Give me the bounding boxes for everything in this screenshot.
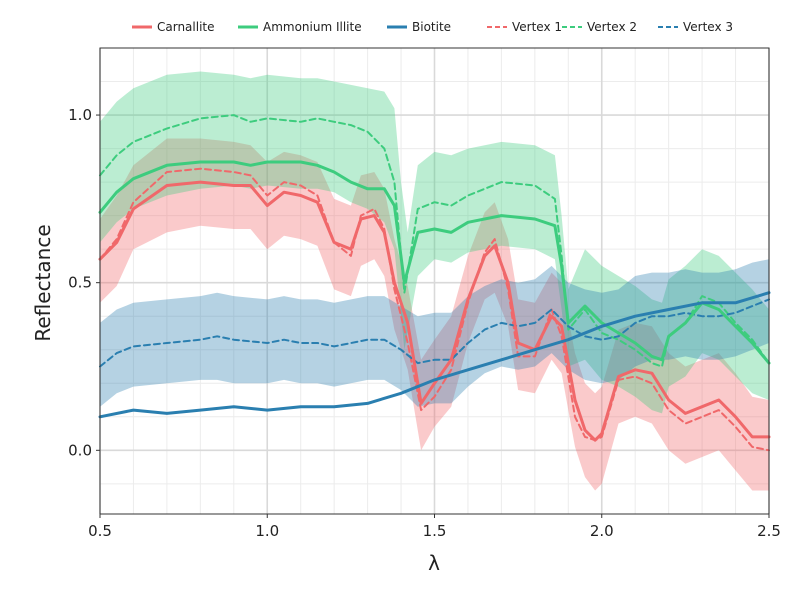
x-tick-label: 2.0	[590, 522, 614, 540]
band-biotite	[100, 259, 769, 407]
series-line-vertex-3	[99, 298, 770, 368]
x-tick-label: 1.0	[255, 522, 279, 540]
legend-label: Vertex 1	[512, 20, 562, 34]
band-carnallite	[100, 138, 769, 491]
y-axis-ticks: 0.0 0.5 1.0	[68, 106, 100, 459]
x-tick-label: 1.5	[423, 522, 447, 540]
series-line-carnallite	[98, 180, 771, 442]
y-tick-label: 0.5	[68, 274, 92, 292]
legend-label: Vertex 2	[587, 20, 637, 34]
series-line-ammonium-illite	[98, 160, 771, 365]
legend-label: Biotite	[412, 20, 451, 34]
y-tick-label: 1.0	[68, 106, 92, 124]
series-lines	[98, 114, 771, 452]
x-axis-ticks: 0.5 1.0 1.5 2.0 2.5	[88, 514, 781, 540]
y-tick-label: 0.0	[68, 441, 92, 459]
x-axis-title: λ	[428, 551, 440, 575]
x-tick-label: 2.5	[757, 522, 781, 540]
legend-label: Carnallite	[157, 20, 215, 34]
legend-label: Ammonium Illite	[263, 20, 362, 34]
x-tick-label: 0.5	[88, 522, 112, 540]
legend: Carnallite Ammonium Illite Biotite Vertex 1…	[132, 20, 733, 34]
y-axis-title: Reflectance	[31, 224, 55, 341]
legend-label: Vertex 3	[683, 20, 733, 34]
series-line-biotite	[98, 291, 771, 419]
